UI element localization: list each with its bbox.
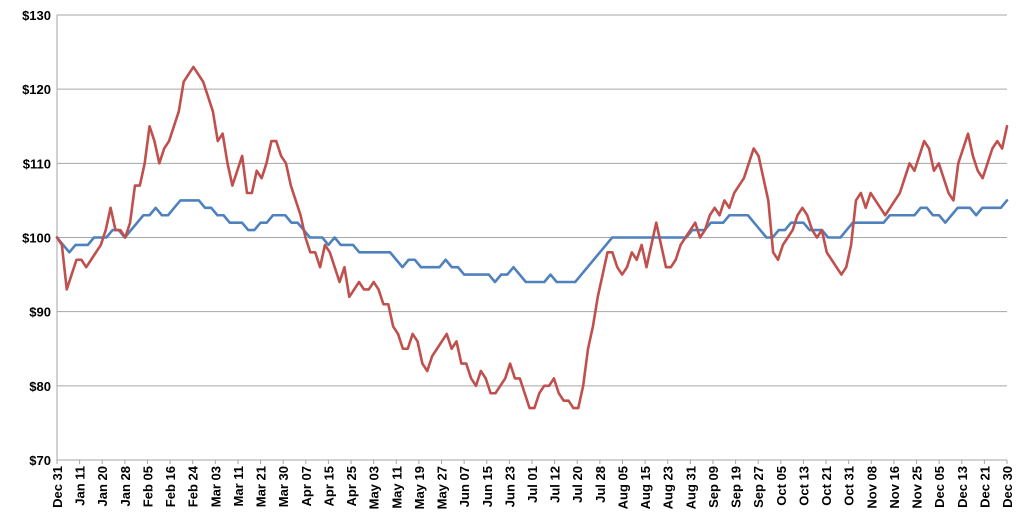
x-tick-label: Dec 05 [932,466,947,508]
x-tick-label: Jul 20 [570,466,585,503]
x-tick-label: Apr 15 [321,466,336,506]
x-tick-label: Nov 16 [887,466,902,509]
y-axis: $70 $80 $90 $100 $110 $120 $130 [22,8,58,468]
x-axis: Dec 31 Jan 11 Jan 20 Jan 28 Feb 05 Feb 16 Feb … [50,459,1015,509]
x-tick-label: Dec 31 [50,466,65,508]
x-tick-label: Apr 07 [299,466,314,506]
y-tick-label: $80 [29,379,51,394]
y-tick-label: $120 [22,82,51,97]
y-tick-label: $110 [23,156,51,171]
x-tick-label: Feb 16 [163,466,178,507]
x-tick-label: Jun 07 [457,466,472,507]
x-tick-label: Sep 09 [706,466,721,508]
x-tick-label: Jun 23 [502,466,517,507]
x-tick-label: Oct 13 [796,466,811,506]
x-tick-label: Jun 15 [480,466,495,507]
series-layer [55,65,1009,410]
x-tick-label: Apr 25 [344,466,359,506]
y-tick-label: $130 [22,8,51,23]
x-tick-label: Nov 25 [910,466,925,509]
x-tick-label: Jan 20 [95,466,110,506]
x-tick-label: Aug 15 [638,466,653,509]
x-tick-label: Mar 03 [208,466,223,507]
x-tick-label: Jul 01 [525,466,540,503]
x-tick-label: Jan 28 [118,466,133,506]
x-tick-label: Sep 27 [751,466,766,508]
gridlines [57,14,1007,461]
x-tick-label: Feb 05 [140,466,155,507]
x-tick-label: Jul 28 [593,466,608,503]
x-tick-label: Oct 31 [842,466,857,506]
series-line-1 [55,199,1009,284]
x-tick-label: Nov 08 [864,466,879,509]
x-tick-label: May 03 [367,466,382,509]
x-tick-label: Aug 05 [615,466,630,509]
x-tick-label: Jul 12 [548,466,563,503]
x-tick-label: May 11 [389,466,404,509]
y-tick-label: $100 [22,231,51,246]
x-tick-label: May 27 [435,466,450,509]
x-tick-label: Aug 31 [683,466,698,509]
x-tick-label: Jan 11 [73,466,88,506]
x-tick-label: Mar 30 [276,466,291,507]
x-tick-label: Feb 24 [186,465,201,507]
x-tick-label: Sep 19 [729,466,744,508]
x-tick-label: May 19 [412,466,427,509]
x-tick-label: Mar 21 [254,466,269,507]
series-line-2 [55,65,1009,410]
x-tick-label: Dec 21 [977,466,992,508]
x-tick-label: Oct 05 [774,466,789,506]
x-tick-label: Dec 30 [1000,466,1015,508]
x-tick-label: Aug 23 [661,466,676,509]
y-tick-label: $90 [29,305,51,320]
y-tick-label: $70 [29,453,51,468]
x-tick-label: Dec 13 [955,466,970,508]
x-tick-label: Oct 21 [819,466,834,506]
x-tick-label: Mar 11 [231,466,246,506]
